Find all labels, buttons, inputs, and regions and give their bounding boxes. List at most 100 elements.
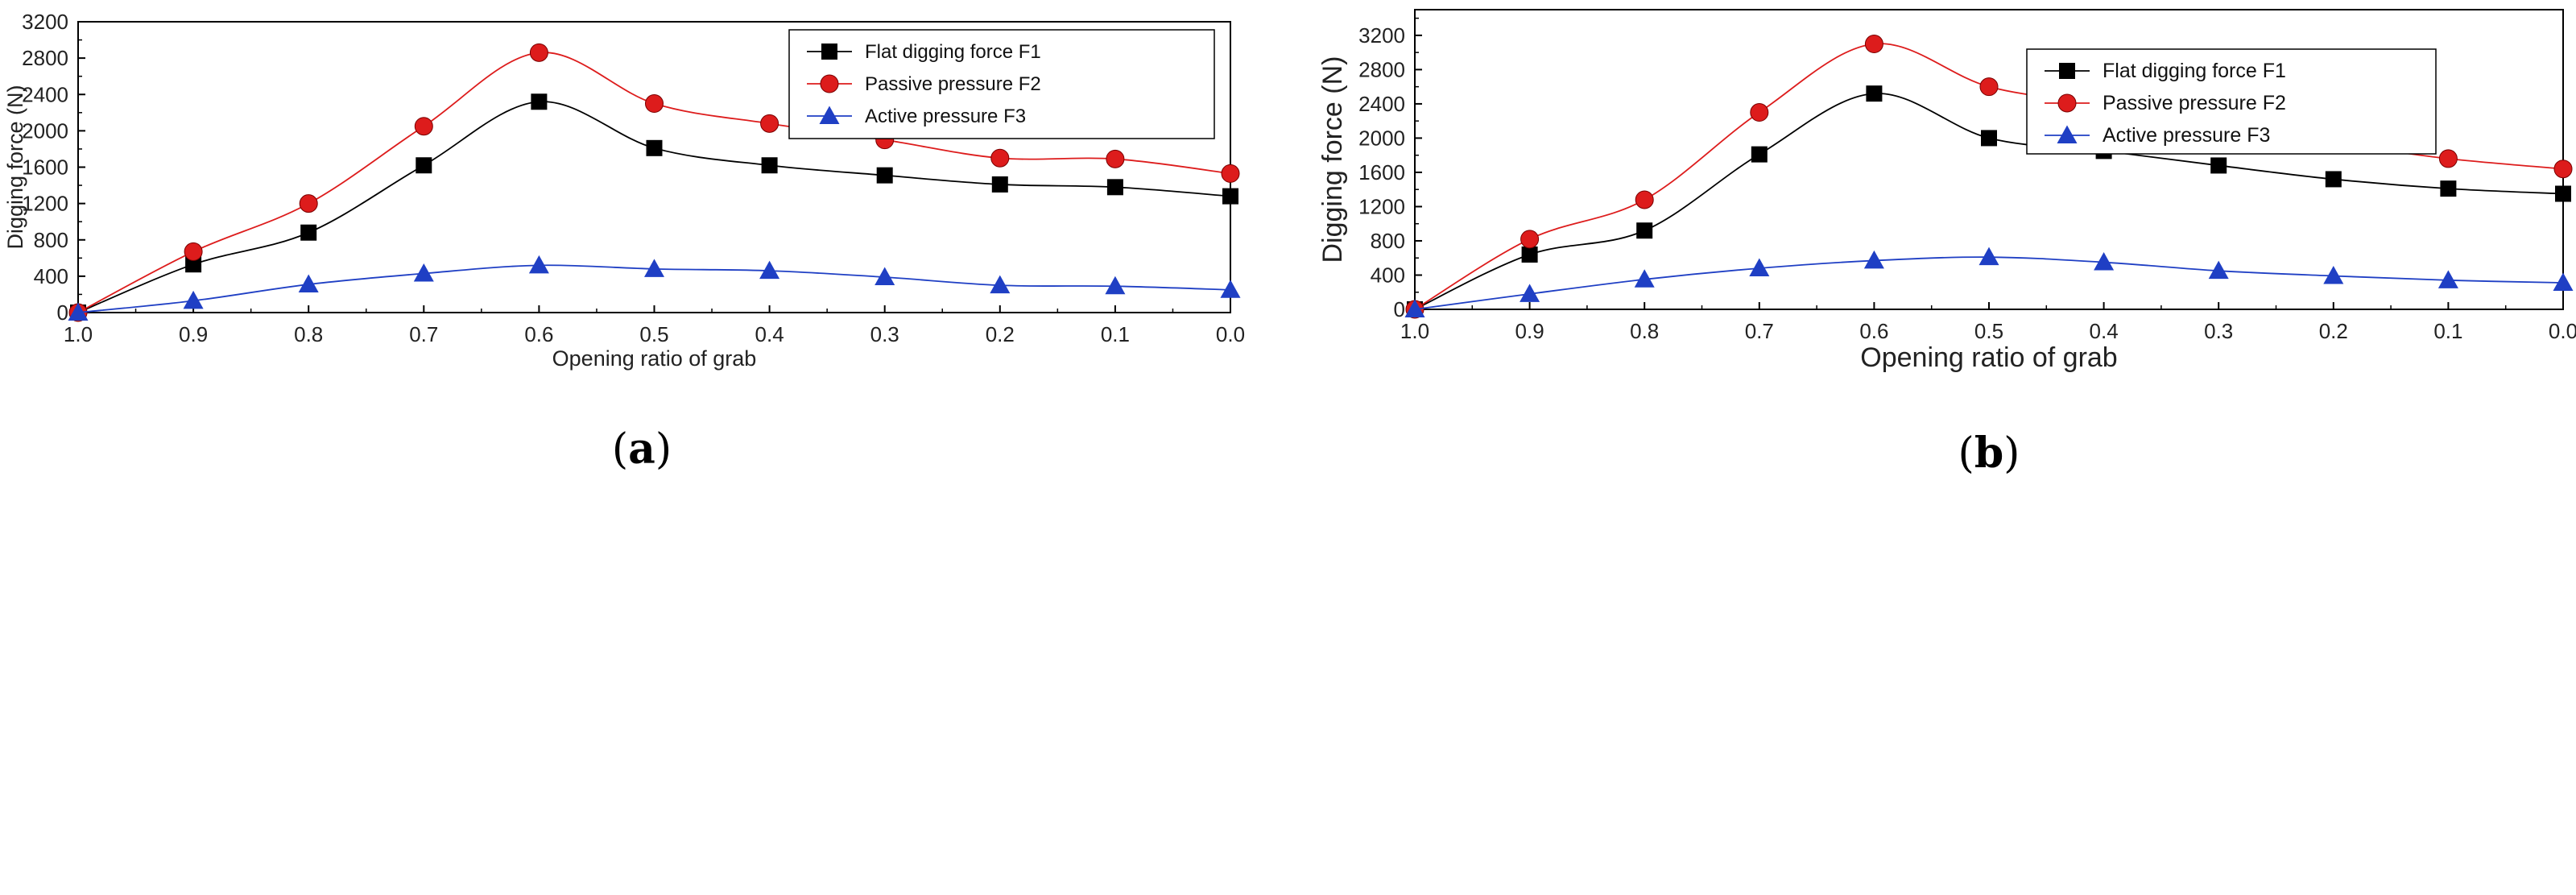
data-point (414, 117, 433, 136)
legend-marker (2059, 63, 2075, 79)
data-point (2438, 149, 2458, 168)
y-tick-label: 2400 (1358, 92, 1405, 116)
chart-panel-b: 1.0 0.9 0.8 0.7 0.6 0.5 0.4 0.3 0.2 0.1 0.0 0 400 800… (1317, 9, 2576, 478)
y-tick-label: 400 (1371, 263, 1405, 287)
x-tick-label: 0.2 (986, 322, 1015, 346)
caption-close-paren: ) (2003, 429, 2020, 478)
x-tick-label: 0.0 (1216, 322, 1245, 346)
data-point (299, 194, 318, 213)
data-point (1520, 230, 1540, 249)
data-point (645, 94, 664, 114)
data-point (1750, 103, 1769, 122)
x-tick-label: 0.6 (524, 322, 553, 346)
series-line (1414, 93, 2564, 310)
data-point (1106, 179, 1123, 196)
y-tick-label: 2800 (1358, 57, 1405, 81)
data-point (2555, 185, 2571, 202)
series-line (77, 101, 1231, 313)
caption-letter: b (1974, 429, 2003, 478)
data-point (1749, 258, 1770, 276)
x-tick-label: 0.3 (2204, 319, 2233, 343)
data-point (1521, 246, 1538, 263)
legend-label: Active pressure F3 (865, 106, 1026, 127)
data-point (2208, 260, 2229, 280)
data-point (875, 267, 895, 286)
caption-open-paren: ( (612, 425, 628, 474)
x-tick-label: 0.3 (870, 322, 899, 346)
x-tick-label: 0.6 (1859, 319, 1888, 343)
legend-label: Flat digging force F1 (865, 41, 1041, 63)
y-axis-title: Digging force (N) (1317, 56, 1348, 263)
data-point (2553, 160, 2573, 179)
caption-close-paren: ) (655, 425, 672, 474)
data-point (759, 260, 780, 280)
legend-label: Passive pressure F2 (2103, 92, 2286, 114)
data-point (1981, 130, 1997, 147)
data-point (416, 157, 432, 174)
data-point (2325, 171, 2342, 188)
y-tick-label: 1600 (1358, 160, 1405, 184)
x-tick-label: 0.1 (1101, 322, 1130, 346)
data-point (2437, 270, 2458, 288)
data-point (1635, 190, 1654, 209)
x-tick-label: 0.4 (2090, 319, 2119, 343)
y-tick-label: 3200 (1358, 23, 1405, 48)
data-point (2094, 252, 2115, 271)
caption-open-paren: ( (1958, 429, 1974, 478)
panel-caption: (b) (1958, 429, 2020, 478)
x-tick-label: 0.9 (1515, 319, 1544, 343)
x-tick-label: 0.7 (409, 322, 438, 346)
x-tick-label: 0.8 (294, 322, 323, 346)
data-point (531, 93, 548, 110)
x-tick-label: 1.0 (64, 322, 93, 346)
y-tick-label: 1600 (22, 155, 68, 180)
data-point (413, 263, 434, 282)
data-point (298, 274, 319, 293)
data-point (761, 157, 778, 174)
x-tick-label: 0.5 (1974, 319, 2003, 343)
x-tick-label: 0.0 (2549, 319, 2576, 343)
y-tick-label: 0 (1394, 297, 1405, 321)
data-point (1105, 276, 1126, 295)
legend-label: Active pressure F3 (2103, 124, 2270, 147)
panel-caption: (a) (612, 425, 672, 474)
legend-marker (2057, 125, 2078, 143)
data-point (990, 275, 1011, 294)
data-point (990, 148, 1010, 168)
series-2 (68, 43, 1240, 322)
data-point (760, 114, 779, 133)
legend: Flat digging force F1 Passive pressure F2… (2026, 48, 2437, 155)
x-tick-label: 0.9 (179, 322, 208, 346)
data-point (646, 139, 663, 156)
y-tick-label: 2400 (22, 82, 68, 106)
y-tick-label: 3200 (22, 10, 68, 34)
y-tick-label: 0 (57, 300, 68, 325)
x-tick-label: 0.8 (1630, 319, 1659, 343)
x-tick-label: 0.4 (755, 322, 784, 346)
y-tick-label: 2000 (22, 118, 68, 143)
data-point (876, 167, 893, 184)
y-tick-label: 800 (34, 228, 68, 252)
y-tick-label: 2000 (1358, 126, 1405, 150)
data-point (183, 290, 204, 309)
data-point (1866, 85, 1883, 102)
data-point (528, 255, 549, 274)
data-point (1634, 269, 1655, 288)
legend-box (2026, 48, 2437, 155)
data-point (1864, 35, 1883, 54)
data-point (1220, 280, 1241, 298)
series-3 (68, 255, 1241, 321)
legend-marker (2057, 93, 2077, 113)
data-point (1404, 299, 1425, 317)
data-point (2440, 180, 2457, 197)
x-tick-label: 0.2 (2319, 319, 2348, 343)
data-point (1106, 149, 1125, 168)
x-tick-label: 1.0 (1400, 319, 1429, 343)
y-tick-label: 1200 (1358, 194, 1405, 218)
data-point (68, 302, 89, 321)
data-point (1751, 146, 1768, 163)
data-point (2553, 272, 2574, 292)
x-axis-title: Opening ratio of grab (1860, 342, 2117, 373)
data-point (1636, 222, 1653, 239)
